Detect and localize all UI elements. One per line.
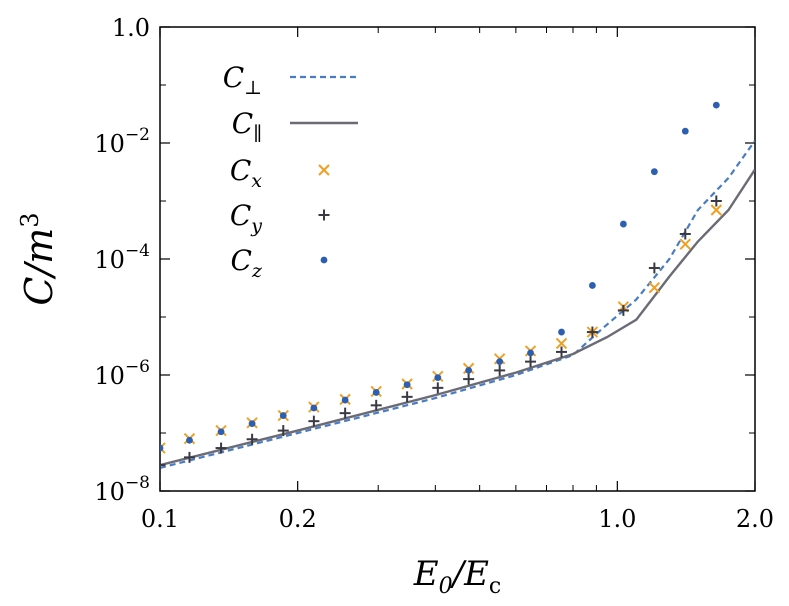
- cy-marker: [648, 262, 660, 274]
- axis-ticks: [159, 26, 756, 492]
- cz-marker: [496, 358, 504, 366]
- cy-marker: [586, 326, 598, 338]
- legend-label: Cz: [231, 244, 263, 282]
- cz-marker: [588, 282, 596, 289]
- cx-marker: [318, 164, 330, 176]
- legend: C⊥ C∥ Cx Cy Cz: [223, 61, 358, 282]
- cz-marker: [186, 436, 193, 444]
- series-plus-marker: [160, 195, 722, 471]
- cz-marker: [712, 101, 720, 109]
- series-dot-marker: [160, 101, 720, 452]
- x-tick-labels: 0.1 0.2 1.0 2.0: [141, 505, 774, 533]
- cz-marker: [527, 349, 534, 357]
- cx-marker: [160, 442, 166, 454]
- cy-marker: [318, 209, 330, 221]
- x-axis-title: E0/Ec: [413, 554, 501, 599]
- cx-marker: [679, 238, 691, 250]
- series-layer: [160, 101, 755, 471]
- cx-marker: [555, 337, 568, 350]
- cx-marker-stroke: [679, 238, 691, 250]
- legend-label: Cx: [230, 154, 262, 192]
- cz-marker: [681, 127, 689, 135]
- series-x-marker: [160, 204, 723, 454]
- cy-marker: [160, 459, 166, 471]
- y-tick-label: 10−8: [94, 473, 150, 506]
- series-solid-line: [160, 168, 755, 467]
- cx-marker-stroke: [160, 442, 166, 450]
- cy-marker: [215, 442, 227, 454]
- cy-marker: [617, 304, 629, 316]
- cy-marker: [494, 364, 506, 376]
- y-tick-label: 10−4: [94, 241, 150, 274]
- legend-label: C⊥: [223, 61, 262, 99]
- cy-marker: [370, 399, 382, 411]
- cx-marker: [710, 204, 723, 216]
- x-tick-label: 2.0: [736, 505, 774, 533]
- cz-marker: [341, 396, 349, 404]
- cy-marker: [308, 415, 320, 427]
- cy-marker: [277, 425, 289, 437]
- cz-marker: [310, 404, 318, 412]
- cz-marker: [160, 444, 164, 452]
- cz-marker: [217, 428, 225, 436]
- cy-marker: [463, 373, 475, 385]
- legend-label: Cy: [230, 199, 262, 237]
- axis-titles: E0/Ec C/m3: [16, 212, 501, 599]
- cy-marker: [246, 433, 258, 445]
- cy-marker: [432, 382, 444, 394]
- cz-marker: [619, 220, 627, 228]
- cy-marker: [401, 391, 413, 403]
- cz-marker: [650, 168, 658, 176]
- cz-marker: [558, 328, 565, 336]
- c-perp-line: [160, 139, 755, 469]
- cx-marker-stroke: [555, 337, 568, 350]
- cx-marker-stroke: [160, 446, 166, 454]
- series-dashed-line: [160, 139, 755, 469]
- cx-marker-stroke: [318, 164, 330, 176]
- cy-marker: [710, 195, 722, 207]
- cy-marker: [556, 346, 568, 358]
- cz-marker: [465, 367, 473, 374]
- cz-marker: [320, 256, 328, 264]
- cy-marker: [679, 228, 691, 240]
- y-tick-labels: 10−8 10−6 10−4 10−2 1.0: [94, 14, 150, 506]
- cy-marker: [525, 356, 537, 368]
- cz-marker: [434, 374, 442, 382]
- cy-marker: [183, 451, 195, 463]
- cz-marker: [279, 412, 287, 419]
- x-tick-label: 1.0: [598, 505, 636, 533]
- cz-marker: [248, 420, 256, 428]
- legend-label: C∥: [232, 107, 262, 145]
- cz-marker: [372, 389, 380, 396]
- c-parallel-line: [160, 168, 755, 467]
- x-tick-label: 0.1: [141, 505, 179, 533]
- cy-marker: [339, 407, 351, 419]
- y-tick-label: 10−2: [94, 125, 150, 158]
- y-tick-label: 1.0: [112, 14, 150, 42]
- cx-marker-stroke: [710, 204, 723, 216]
- x-tick-label: 0.2: [279, 505, 317, 533]
- y-tick-label: 10−6: [94, 357, 150, 390]
- y-axis-title: C/m3: [16, 212, 61, 305]
- cx-marker-stroke: [648, 281, 661, 294]
- cz-marker: [403, 381, 411, 389]
- cx-marker: [648, 281, 661, 294]
